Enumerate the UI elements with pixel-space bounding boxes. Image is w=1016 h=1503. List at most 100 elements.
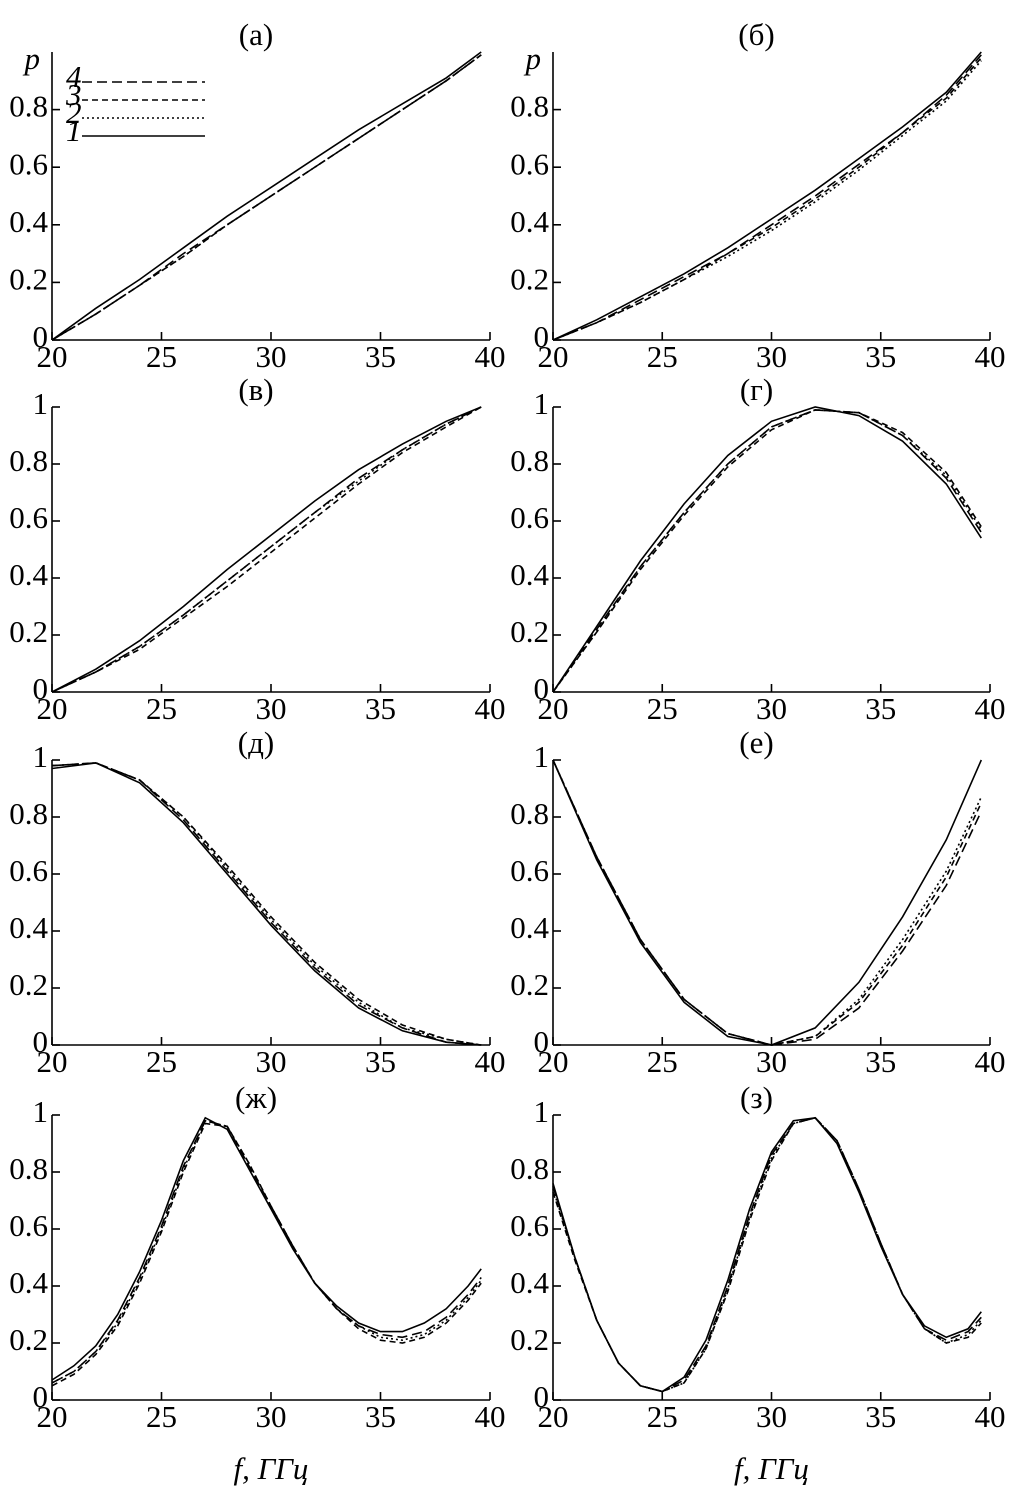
y-tick-label: 0.6	[510, 1208, 549, 1243]
x-tick-label: 35	[865, 1044, 896, 1079]
y-tick-label: 0.6	[510, 853, 549, 888]
x-label: f, ГГц	[234, 1451, 309, 1486]
x-tick-label: 25	[647, 1044, 678, 1079]
legend-label: 1	[66, 113, 82, 148]
y-tick-label: 0.4	[510, 910, 549, 945]
y-tick-label: 0.2	[510, 1322, 549, 1357]
series-line	[51, 406, 482, 693]
series-line	[51, 54, 482, 341]
panel-title: (а)	[239, 17, 273, 52]
y-tick-label: 0.4	[9, 557, 48, 592]
series-line	[51, 1122, 482, 1387]
y-tick-label: 0.2	[9, 262, 48, 297]
series-line	[552, 759, 983, 1046]
y-tick-label: 0.8	[510, 89, 549, 124]
y-tick-label: 0.2	[510, 614, 549, 649]
y-tick-label: 0.8	[9, 1151, 48, 1186]
x-tick-label: 30	[756, 691, 787, 726]
x-tick-label: 35	[865, 691, 896, 726]
x-tick-label: 30	[756, 1399, 787, 1434]
series-line	[552, 57, 982, 341]
y-tick-label: 0.4	[510, 204, 549, 239]
x-tick-label: 25	[146, 1044, 177, 1079]
series-line	[552, 54, 982, 341]
y-tick-label: 0.4	[9, 1265, 48, 1300]
panel-title: (д)	[238, 725, 274, 760]
series-line	[552, 1116, 982, 1393]
series-line	[552, 759, 983, 1046]
y-tick-label: 0.4	[510, 557, 549, 592]
series-line	[552, 409, 982, 693]
x-tick-label: 30	[256, 1399, 287, 1434]
legend-label: 3	[65, 77, 82, 112]
series-line	[51, 1119, 482, 1384]
y-tick-label: 0.6	[9, 500, 48, 535]
series-line	[552, 409, 982, 693]
x-tick-label: 40	[975, 1399, 1006, 1434]
y-tick-label: 0.8	[9, 796, 48, 831]
series-line	[51, 1116, 482, 1381]
y-tick-label: 0.6	[510, 146, 549, 181]
y-tick-label: 0.6	[9, 146, 48, 181]
x-tick-label: 30	[256, 691, 287, 726]
y-tick-label: 1	[534, 739, 550, 774]
y-tick-label: 0	[534, 671, 550, 706]
x-tick-label: 20	[37, 1399, 68, 1434]
series-line	[552, 759, 983, 1046]
x-tick-label: 40	[975, 1044, 1006, 1079]
x-tick-label: 30	[256, 339, 287, 374]
x-tick-label: 40	[975, 691, 1006, 726]
x-tick-label: 40	[975, 339, 1006, 374]
x-tick-label: 20	[37, 1044, 68, 1079]
x-tick-label: 35	[865, 1399, 896, 1434]
panel-title: (з)	[740, 1080, 773, 1115]
y-label: p	[524, 41, 542, 76]
x-tick-label: 20	[538, 1399, 569, 1434]
series-line	[552, 1116, 982, 1393]
series-line	[552, 1116, 982, 1393]
series-line	[552, 1116, 982, 1393]
x-tick-label: 20	[538, 691, 569, 726]
y-tick-label: 0.4	[9, 204, 48, 239]
x-tick-label: 40	[475, 1044, 506, 1079]
y-tick-label: 0.8	[510, 796, 549, 831]
y-tick-label: 1	[33, 739, 49, 774]
y-label: p	[23, 41, 41, 76]
y-tick-label: 0	[534, 1024, 550, 1059]
y-tick-label: 0.2	[510, 262, 549, 297]
y-tick-label: 0.6	[9, 1208, 48, 1243]
x-tick-label: 20	[538, 339, 569, 374]
y-tick-label: 0	[33, 671, 49, 706]
series-line	[51, 54, 482, 341]
x-tick-label: 30	[756, 1044, 787, 1079]
y-tick-label: 0.4	[9, 910, 48, 945]
legend-label: 2	[66, 95, 82, 130]
x-label: f, ГГц	[734, 1451, 809, 1486]
y-tick-label: 0.2	[9, 967, 48, 1002]
y-tick-label: 0.2	[510, 967, 549, 1002]
y-tick-label: 0.4	[510, 1265, 549, 1300]
y-tick-label: 0.8	[510, 443, 549, 478]
series-line	[51, 762, 482, 1046]
series-line	[51, 406, 482, 693]
x-tick-label: 40	[475, 1399, 506, 1434]
panel-title: (б)	[738, 17, 774, 52]
y-tick-label: 0	[534, 1379, 550, 1414]
y-tick-label: 0	[33, 319, 49, 354]
x-tick-label: 25	[146, 691, 177, 726]
y-tick-label: 0.8	[9, 89, 48, 124]
x-tick-label: 30	[756, 339, 787, 374]
x-tick-label: 20	[37, 339, 68, 374]
x-tick-label: 35	[365, 1044, 396, 1079]
x-tick-label: 35	[365, 1399, 396, 1434]
y-tick-label: 0.2	[9, 614, 48, 649]
panel-title: (е)	[739, 725, 773, 760]
x-tick-label: 40	[475, 691, 506, 726]
y-tick-label: 1	[33, 386, 49, 421]
y-tick-label: 0	[33, 1379, 49, 1414]
y-tick-label: 1	[534, 1094, 550, 1129]
x-tick-label: 20	[538, 1044, 569, 1079]
x-tick-label: 25	[146, 1399, 177, 1434]
x-tick-label: 35	[365, 691, 396, 726]
